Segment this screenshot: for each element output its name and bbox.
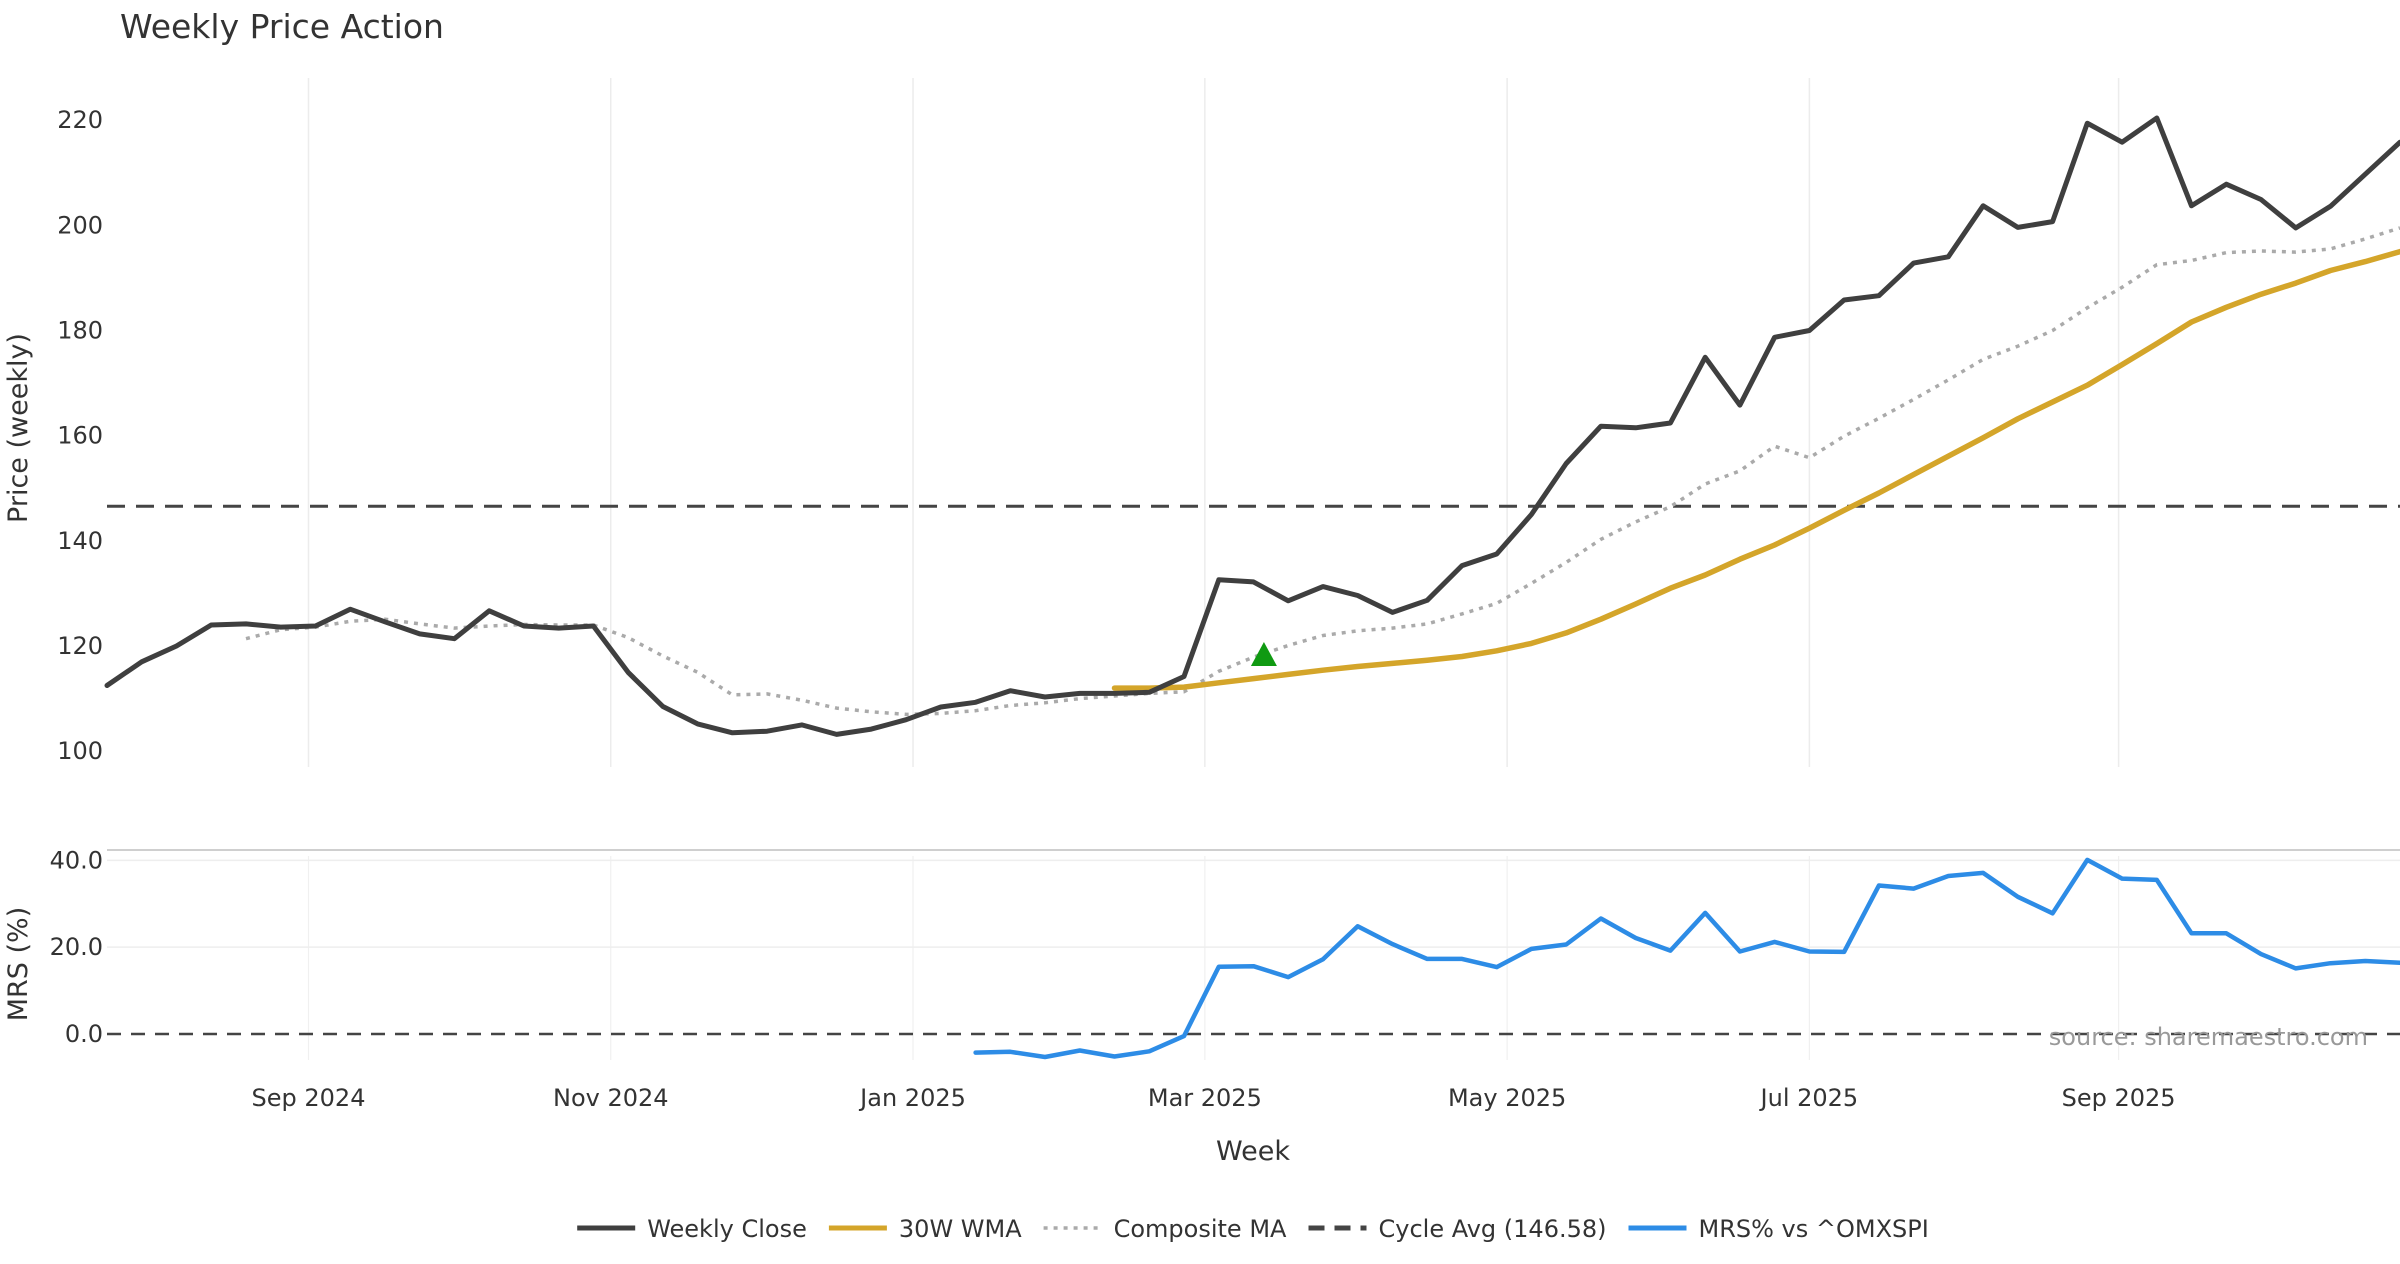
x-tick-label: Mar 2025 — [1148, 1084, 1262, 1112]
legend-label: Cycle Avg (146.58) — [1379, 1215, 1607, 1243]
price-y-axis-title: Price (weekly) — [3, 333, 34, 523]
x-tick-label: Jul 2025 — [1759, 1084, 1859, 1112]
legend-item: 30W WMA — [829, 1215, 1022, 1243]
legend-item: Cycle Avg (146.58) — [1309, 1215, 1607, 1243]
legend-item: Composite MA — [1044, 1215, 1287, 1243]
x-axis-title: Week — [1216, 1136, 1290, 1167]
mrs-y-tick-label: 20.0 — [50, 933, 103, 961]
x-tick-label: Sep 2024 — [252, 1084, 366, 1112]
legend-label: Weekly Close — [647, 1215, 807, 1243]
legend: Weekly Close 30W WMA Composite MA Cycle Avg… — [577, 1215, 1929, 1243]
price-y-tick-label: 180 — [57, 316, 103, 344]
legend-item: Weekly Close — [577, 1215, 807, 1243]
source-annotation: source: sharemaestro.com — [2049, 1023, 2368, 1051]
x-tick-label: Jan 2025 — [858, 1084, 966, 1112]
price-y-tick-label: 160 — [57, 422, 103, 450]
legend-label: Composite MA — [1114, 1215, 1287, 1243]
legend-label: MRS% vs ^OMXSPI — [1699, 1215, 1929, 1243]
x-tick-label: May 2025 — [1448, 1084, 1566, 1112]
legend-item: MRS% vs ^OMXSPI — [1629, 1215, 1929, 1243]
wma-30w-line — [1115, 241, 2400, 688]
mrs-y-tick-label: 40.0 — [50, 846, 103, 874]
price-y-tick-label: 220 — [57, 106, 103, 134]
chart-title: Weekly Price Action — [120, 7, 444, 46]
weekly-close-line — [107, 118, 2400, 734]
composite-ma-line — [246, 228, 2400, 715]
price-grid — [309, 78, 2119, 767]
mrs-y-axis-title: MRS (%) — [3, 907, 34, 1022]
price-series-layer — [107, 118, 2400, 734]
mrs-y-ticks: 0.0 20.0 40.0 — [50, 846, 103, 1048]
buy-signal-marker — [1251, 642, 1277, 666]
price-y-tick-label: 200 — [57, 211, 103, 239]
x-ticks: Sep 2024 Nov 2024 Jan 2025 Mar 2025 May 2025… — [252, 1084, 2176, 1112]
x-tick-label: Nov 2024 — [553, 1084, 669, 1112]
x-tick-label: Sep 2025 — [2062, 1084, 2176, 1112]
price-y-tick-label: 140 — [57, 527, 103, 555]
mrs-y-tick-label: 0.0 — [65, 1020, 103, 1048]
price-y-tick-label: 100 — [57, 737, 103, 765]
price-y-ticks: 100 120 140 160 180 200 220 — [57, 106, 103, 765]
price-y-tick-label: 120 — [57, 632, 103, 660]
legend-label: 30W WMA — [899, 1215, 1022, 1243]
